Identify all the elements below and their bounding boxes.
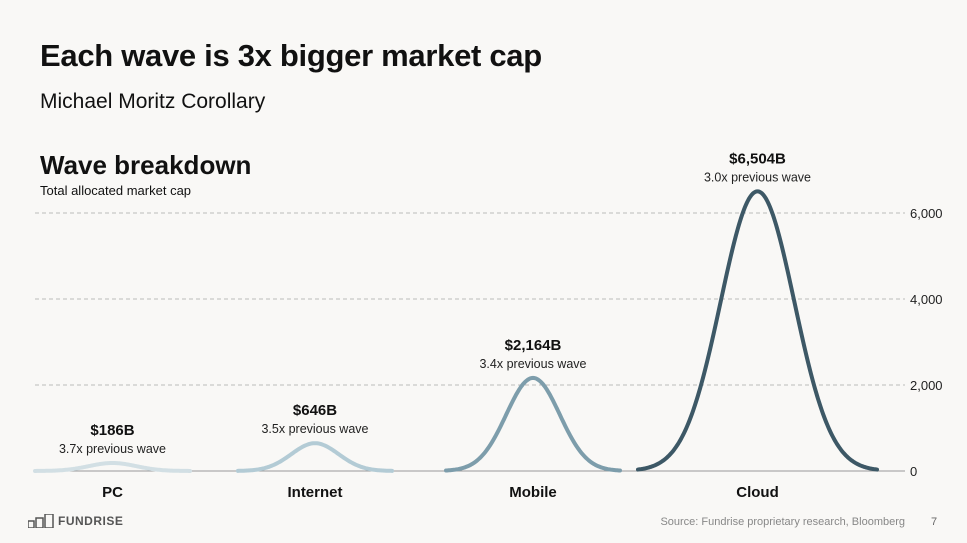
x-category-label: Cloud bbox=[736, 484, 779, 501]
growth-label: 3.4x previous wave bbox=[479, 357, 586, 371]
buildings-icon bbox=[28, 514, 54, 528]
page-subtitle: Michael Moritz Corollary bbox=[40, 90, 266, 113]
wave-internet bbox=[236, 441, 394, 473]
wave-mobile bbox=[444, 375, 622, 473]
value-label: $6,504B bbox=[729, 150, 786, 167]
growth-label: 3.5x previous wave bbox=[261, 422, 368, 436]
x-category-label: Internet bbox=[287, 484, 342, 501]
value-label: $2,164B bbox=[505, 337, 562, 354]
value-label: $646B bbox=[293, 402, 337, 419]
wave-pc bbox=[33, 461, 192, 473]
growth-label: 3.7x previous wave bbox=[59, 442, 166, 456]
x-category-label: Mobile bbox=[509, 484, 557, 501]
y-tick-label: 6,000 bbox=[910, 206, 943, 221]
y-tick-label: 2,000 bbox=[910, 378, 943, 393]
value-label: $186B bbox=[90, 422, 134, 439]
chart-subtitle: Total allocated market cap bbox=[40, 183, 192, 198]
page-title: Each wave is 3x bigger market cap bbox=[40, 38, 542, 73]
chart-title: Wave breakdown bbox=[40, 150, 252, 180]
growth-label: 3.0x previous wave bbox=[704, 170, 811, 184]
page-number: 7 bbox=[931, 516, 938, 528]
source-note: Source: Fundrise proprietary research, B… bbox=[660, 516, 905, 528]
y-tick-label: 0 bbox=[910, 464, 917, 479]
wave-cloud bbox=[636, 189, 879, 472]
y-tick-label: 4,000 bbox=[910, 292, 943, 307]
logo-text: FUNDRISE bbox=[58, 514, 124, 528]
fundrise-logo: FUNDRISE bbox=[28, 514, 123, 528]
x-category-label: PC bbox=[102, 484, 123, 501]
